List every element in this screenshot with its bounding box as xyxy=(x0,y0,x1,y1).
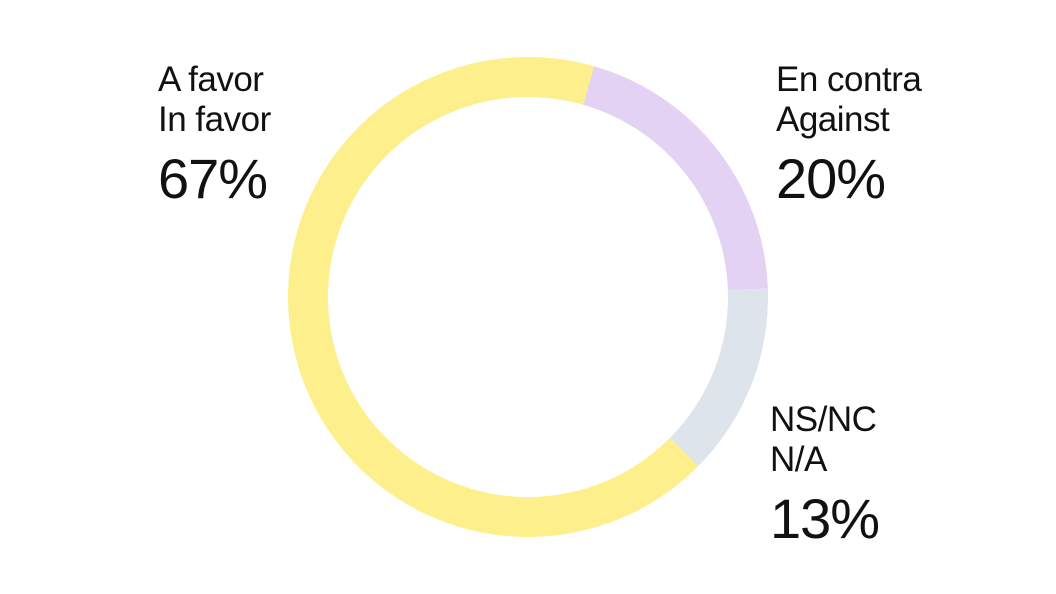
label-against: En contra Against 20% xyxy=(776,60,922,210)
slice-in-favor xyxy=(288,57,699,537)
label-na-value: 13% xyxy=(770,487,880,550)
label-in-favor-value: 67% xyxy=(158,147,268,210)
slice-na xyxy=(669,288,768,467)
label-in-favor-en: In favor xyxy=(158,100,271,139)
label-against-value: 20% xyxy=(776,147,886,210)
label-na-es: NS/NC xyxy=(770,400,877,439)
slice-against xyxy=(583,66,768,291)
label-na: NS/NC N/A 13% xyxy=(770,400,880,550)
label-against-en: Against xyxy=(776,100,890,139)
label-against-es: En contra xyxy=(776,60,922,99)
label-na-en: N/A xyxy=(770,440,827,479)
label-in-favor-es: A favor xyxy=(158,60,264,99)
label-in-favor: A favor In favor 67% xyxy=(158,60,271,208)
